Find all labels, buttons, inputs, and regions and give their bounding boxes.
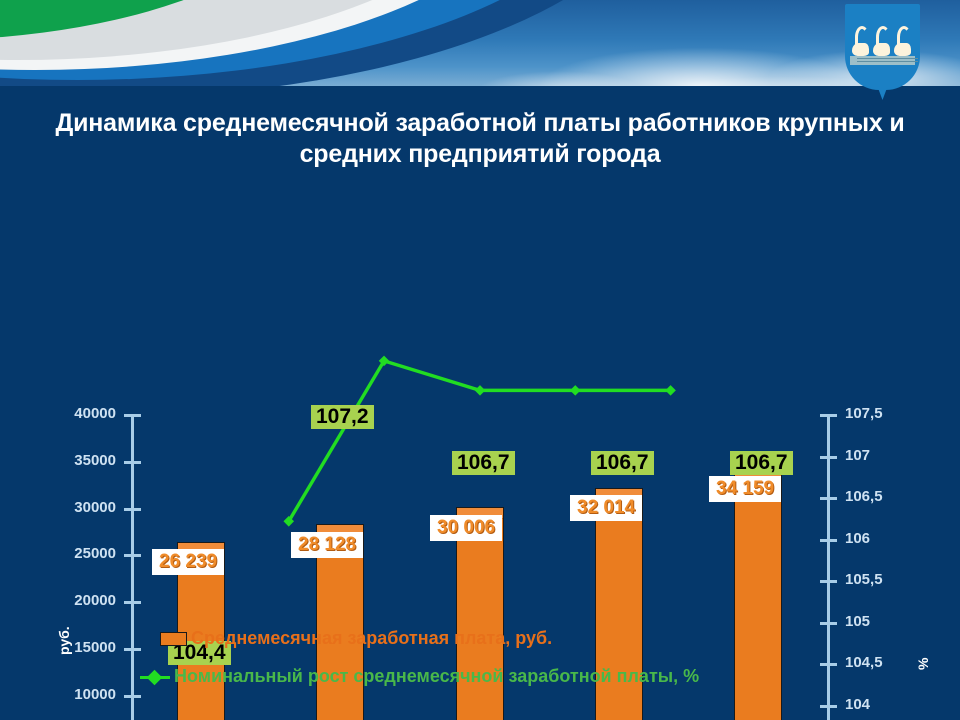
y-tick [124, 601, 141, 604]
secondary-y-axis-title: % [915, 657, 931, 670]
y-tick-label: 30000 [74, 499, 116, 516]
secondary-y-tick [820, 663, 837, 666]
line-value-label-2015: 104,4 [168, 641, 231, 665]
legend-label-bar: Среднемесячная заработная плата, руб. [191, 628, 553, 648]
crest-water-band [850, 56, 918, 65]
secondary-y-axis-line [827, 414, 830, 720]
y-tick-label: 20000 [74, 592, 116, 609]
y-tick [124, 554, 141, 557]
line-marker-2016[interactable] [378, 355, 390, 367]
crest-stem [878, 88, 887, 100]
y-tick-label: 40000 [74, 405, 116, 422]
y-tick [124, 414, 141, 417]
line-marker-2015[interactable] [283, 516, 295, 527]
legend-label-line: Номинальный рост среднемесячной заработн… [174, 666, 700, 686]
bar-value-label-2019: 34 159 [709, 476, 782, 502]
secondary-y-tick-label: 107,5 [845, 405, 883, 422]
secondary-y-tick-label: 107 [845, 447, 871, 464]
y-tick [124, 695, 141, 698]
bar-value-label-2015: 26 239 [152, 549, 225, 575]
y-tick-label: 15000 [74, 639, 116, 656]
crest-wave-line [857, 61, 918, 62]
y-tick [124, 508, 141, 511]
bar-value-label-2018: 32 014 [570, 495, 643, 521]
y-axis-title: руб. [56, 626, 72, 655]
coat-of-arms-icon [845, 4, 920, 100]
line-series-nominal-growth [283, 355, 676, 527]
bar-2018[interactable] [595, 488, 643, 720]
line-marker-2018[interactable] [569, 385, 581, 396]
secondary-y-tick-label: 106 [845, 530, 871, 547]
secondary-y-tick [820, 622, 837, 625]
y-tick-label: 25000 [74, 545, 116, 562]
swan-neck [855, 26, 869, 48]
secondary-y-tick-label: 104,5 [845, 654, 883, 671]
header-banner [0, 0, 960, 95]
swan-icon [873, 26, 890, 56]
y-tick-label: 35000 [74, 452, 116, 469]
bar-swatch-icon [160, 631, 187, 646]
swan-body [894, 43, 911, 56]
swan-neck [876, 26, 890, 48]
secondary-y-tick [820, 705, 837, 708]
line-value-label-2019: 106,7 [730, 451, 793, 475]
legend-item-bar[interactable]: Среднемесячная заработная плата, руб. [160, 628, 552, 649]
swan-body [873, 43, 890, 56]
page-title: Динамика среднемесячной заработной платы… [55, 109, 905, 168]
y-axis-line [131, 414, 134, 720]
secondary-y-tick-label: 105,5 [845, 571, 883, 588]
secondary-y-tick [820, 456, 837, 459]
swan-icon [852, 26, 869, 56]
y-tick [124, 461, 141, 464]
secondary-y-tick [820, 497, 837, 500]
secondary-y-tick-label: 106,5 [845, 488, 883, 505]
secondary-y-tick [820, 580, 837, 583]
crest-shield [845, 4, 920, 90]
bar-value-label-2017: 30 006 [430, 515, 503, 541]
y-tick-label: 10000 [74, 686, 116, 703]
bar-value-label-2016: 28 128 [291, 532, 364, 558]
swan-body [852, 43, 869, 56]
line-swatch-icon [140, 669, 170, 685]
line-value-label-2016: 107,2 [311, 405, 374, 429]
swan-icon [894, 26, 911, 56]
legend-item-line[interactable]: Номинальный рост среднемесячной заработн… [140, 666, 699, 687]
line-marker-2017[interactable] [474, 385, 486, 396]
secondary-y-tick [820, 539, 837, 542]
line-value-label-2018: 106,7 [591, 451, 654, 475]
banner-bottom-edge [0, 86, 960, 95]
line-marker-2019[interactable] [665, 385, 676, 396]
secondary-y-tick-label: 104 [845, 696, 871, 713]
chart-area: 0 5000 10000 15000 20000 25000 30000 350… [0, 195, 960, 720]
y-tick [124, 648, 141, 651]
line-markers [283, 355, 676, 527]
swan-neck [897, 26, 911, 48]
secondary-y-tick-label: 105 [845, 613, 871, 630]
secondary-y-tick [820, 414, 837, 417]
crest-wave-line [857, 58, 918, 59]
bar-2017[interactable] [456, 507, 504, 720]
line-value-label-2017: 106,7 [452, 451, 515, 475]
